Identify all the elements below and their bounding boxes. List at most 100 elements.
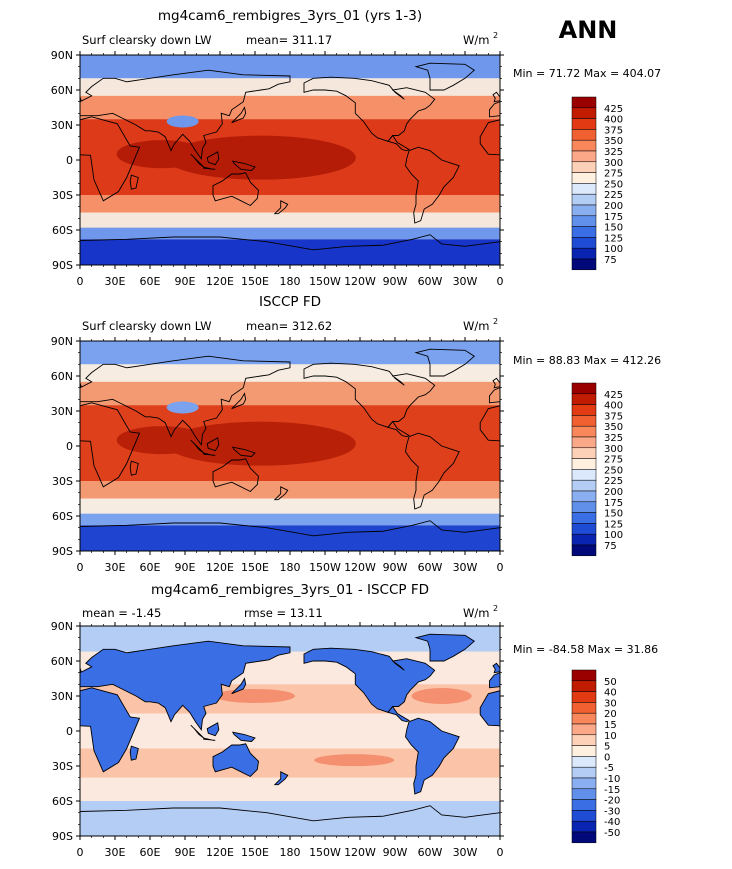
coastline [231,677,247,695]
coastline [303,362,436,428]
lon-tick-label: 30E [105,846,126,859]
colorbar-box [571,139,597,152]
lat-tick-label: 0 [66,154,73,167]
field-band [80,801,500,836]
units-exponent: 2 [493,31,498,40]
lon-tick-label: 90W [383,561,408,574]
min-max-label: Min = -84.58 Max = 31.86 [513,643,658,656]
coastline [203,166,216,170]
colorbar-box [571,193,597,206]
coastline [129,745,139,761]
colorbar-box [571,415,597,427]
coastline [80,805,500,836]
coastline [212,172,259,207]
colorbar-box [571,799,597,811]
coastline [80,687,141,773]
colorbar-box [571,161,597,173]
lon-tick-label: 60W [418,561,443,574]
lon-tick-label: 30E [105,275,126,288]
colorbar-label: 40 [604,688,617,699]
lat-tick-label: 90S [52,545,73,558]
field-tibet [166,401,199,414]
colorbar-box [571,669,597,682]
panel-left-label: mean = -1.45 [82,606,161,620]
lon-tick-label: 150W [309,561,341,574]
colorbar-box [571,183,597,195]
colorbar-label: 0 [604,752,610,763]
colorbar-box [571,533,597,546]
colorbar-box [571,404,597,416]
lat-tick-label: 0 [66,440,73,453]
colorbar-label: 5 [604,742,610,753]
colorbar-label: 325 [604,147,623,158]
colorbar-box [571,831,597,844]
coastline [273,771,289,786]
colorbar-label: 300 [604,158,623,169]
colorbar-box [571,258,597,271]
colorbar-label: 175 [604,212,623,223]
lon-tick-label: 60E [140,561,161,574]
field-warm-pool [116,140,207,169]
coastline [80,520,500,551]
coastline [206,722,220,737]
field-band [80,777,500,801]
lon-tick-label: 120W [344,275,376,288]
coastline [80,96,82,102]
lon-tick-label: 30E [105,561,126,574]
field-band [80,212,500,228]
coastline [387,705,410,723]
colorbar-label: -15 [604,785,620,796]
coastline [80,234,500,265]
lon-tick-label: 0 [77,846,84,859]
colorbar-label: 175 [604,498,623,509]
colorbar-label: 50 [604,677,617,688]
coastline [273,200,289,215]
coastline [231,106,247,124]
colorbar-label: 150 [604,509,623,520]
lat-tick-label: 90N [51,49,73,62]
colorbar-label: 350 [604,136,623,147]
field-band [80,95,500,120]
coastline [479,119,500,156]
coastline [479,405,500,442]
coastline [190,724,205,739]
lat-tick-label: 90N [51,620,73,633]
field-band [80,381,500,406]
panel-title: ISCCP FD [259,294,321,310]
lat-tick-label: 90S [52,259,73,272]
colorbar-box [571,490,597,503]
colorbar-box [571,544,597,557]
colorbar-box [571,501,597,513]
lon-tick-label: 180 [280,846,301,859]
colorbar-label: 100 [604,530,623,541]
colorbar-label: 300 [604,444,623,455]
colorbar-box [571,691,597,703]
lat-tick-label: 30N [51,690,73,703]
colorbar-label: 125 [604,519,623,530]
coastline [405,432,460,510]
colorbar-label: -40 [604,817,620,828]
panel-left-label: Surf clearsky down LW [82,33,212,47]
lon-tick-label: 60E [140,275,161,288]
colorbar-box [571,777,597,790]
lat-tick-label: 30N [51,119,73,132]
coastline [129,460,139,476]
panel-difference: mg4cam6_rembigres_3yrs_01 - ISCCP FD mean… [51,582,658,859]
field-band [80,525,500,551]
min-max-label: Min = 71.72 Max = 404.07 [513,67,661,80]
lat-tick-label: 90N [51,335,73,348]
colorbar-label: 225 [604,190,623,201]
lat-tick-label: 60S [52,510,73,523]
colorbar-label: 400 [604,115,623,126]
coastline [203,737,216,741]
colorbar-box [571,512,597,524]
coastline [489,387,500,404]
colorbar-label: 225 [604,476,623,487]
lat-tick-label: 60N [51,655,73,668]
colorbar-box [571,204,597,217]
coastline [231,160,256,171]
colorbar-box [571,393,597,405]
colorbar-label: 150 [604,223,623,234]
coastline [129,174,139,190]
